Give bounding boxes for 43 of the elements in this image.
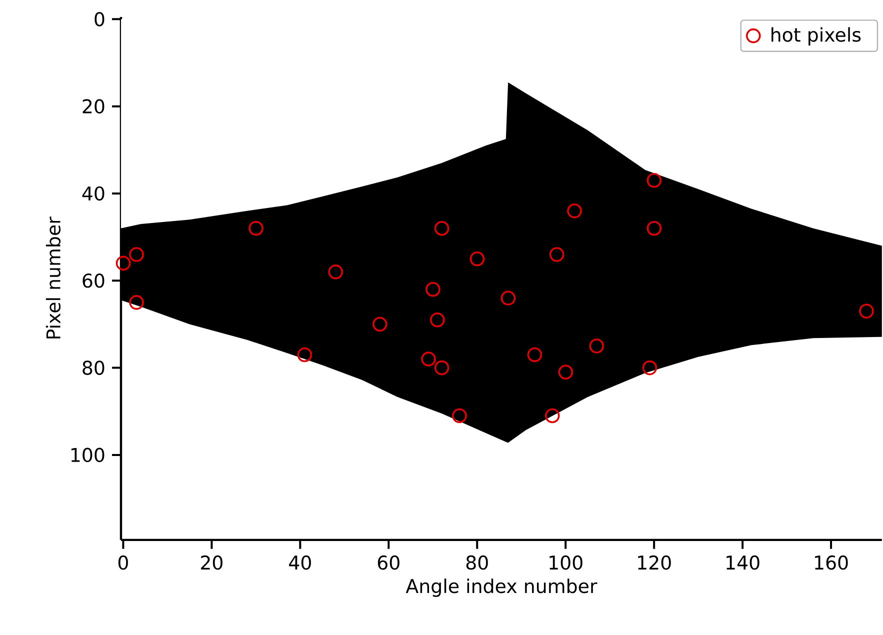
point: [589, 338, 604, 354]
point: [372, 316, 388, 332]
x-tick-label: 0: [118, 555, 128, 570]
y-tick-label: 40: [82, 186, 104, 201]
y-axis-title: Pixel number: [46, 216, 61, 338]
point: [434, 220, 450, 236]
point: [129, 247, 144, 262]
point: [500, 290, 516, 306]
y-tick-label: 80: [82, 360, 104, 375]
y-tick-label: 100: [71, 448, 104, 462]
y-tick-label: 20: [82, 99, 104, 114]
x-tick-label: 60: [378, 555, 400, 570]
y-tick-label: 60: [82, 274, 104, 288]
point: [859, 304, 874, 319]
legend-label: hot pixels: [772, 27, 861, 46]
x-tick-label: 40: [289, 555, 311, 570]
y-tick-label: 0: [94, 12, 104, 26]
point: [425, 282, 440, 297]
x-tick-label: 100: [550, 555, 582, 570]
point: [129, 295, 144, 310]
point: [646, 173, 662, 188]
x-tick-label: 80: [466, 555, 488, 570]
point: [646, 220, 662, 236]
point: [297, 347, 312, 362]
point: [430, 312, 445, 328]
point: [452, 408, 467, 424]
x-tick-label: 160: [815, 555, 848, 570]
point: [544, 408, 560, 424]
point: [116, 256, 131, 271]
point: [470, 251, 485, 266]
point: [549, 247, 564, 262]
point: [328, 264, 343, 280]
point: [248, 220, 264, 236]
point: [567, 204, 582, 218]
x-tick-label: 20: [201, 555, 222, 570]
x-tick-label: 140: [726, 555, 760, 570]
point: [642, 360, 658, 376]
x-tick-label: 120: [638, 555, 671, 570]
point: [434, 360, 450, 376]
point: [527, 347, 542, 362]
point: [421, 352, 436, 367]
point: [558, 364, 573, 380]
x-axis-title: Angle index number: [406, 578, 598, 597]
